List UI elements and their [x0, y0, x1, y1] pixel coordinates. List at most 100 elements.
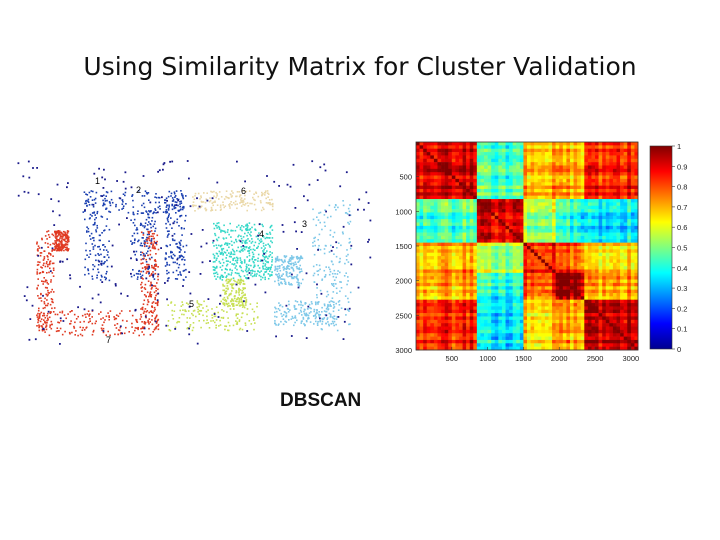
heatmap-cell [419, 252, 424, 257]
cluster-point [203, 192, 205, 194]
heatmap-cell [512, 205, 517, 210]
heatmap-cell [494, 165, 499, 170]
cluster-point [281, 259, 283, 262]
cluster-point [228, 204, 230, 206]
heatmap-cell [426, 199, 431, 203]
cluster-point [158, 196, 160, 199]
cluster-point [328, 324, 330, 327]
heatmap-cell [555, 246, 560, 250]
cluster-point [239, 278, 242, 281]
cluster-point [267, 192, 269, 194]
heatmap-cell [516, 205, 521, 210]
cluster-point [338, 300, 341, 302]
heatmap-cell [584, 225, 589, 230]
cluster-point [314, 244, 316, 247]
cluster-point [294, 321, 296, 324]
heatmap-cell [555, 148, 560, 153]
cluster-point [178, 209, 181, 212]
heatmap-cell [587, 145, 592, 149]
heatmap-cell [566, 172, 571, 176]
cluster-point [54, 236, 57, 238]
heatmap-cell [509, 188, 513, 193]
cluster-point [288, 281, 290, 284]
heatmap-cell [602, 242, 607, 247]
cluster-point [271, 237, 274, 239]
heatmap-cell [501, 199, 506, 203]
cluster-point [337, 309, 340, 311]
cluster-point [214, 232, 216, 235]
cluster-point [59, 249, 61, 251]
cluster-point [233, 251, 236, 253]
heatmap-cell [612, 232, 617, 237]
cluster-point [237, 246, 239, 249]
heatmap-cell [426, 215, 431, 220]
heatmap-cell [451, 182, 456, 186]
cluster-point [166, 269, 168, 272]
cluster-point [280, 281, 282, 284]
heatmap-cell [455, 235, 460, 240]
cluster-point [243, 248, 246, 251]
heatmap-cell [433, 148, 438, 153]
heatmap-cell [562, 249, 567, 253]
cluster-point [257, 195, 260, 198]
cluster-point [151, 233, 154, 235]
heatmap-cell [623, 222, 628, 227]
heatmap-cell [494, 212, 499, 217]
heatmap-cell [612, 172, 617, 176]
heatmap-cell [444, 148, 449, 153]
cluster-point [240, 197, 243, 199]
cluster-point [227, 229, 229, 231]
cluster-point [219, 206, 222, 208]
heatmap-cell [523, 256, 528, 260]
cluster-point [132, 199, 134, 202]
heatmap-cell [616, 202, 621, 207]
cluster-point [333, 231, 336, 234]
noise-point [209, 260, 211, 262]
heatmap-cell [451, 256, 456, 260]
cluster-point [349, 241, 351, 243]
heatmap-cell [559, 175, 564, 180]
heatmap-cell [569, 148, 574, 153]
cluster-point [170, 250, 172, 253]
cluster-point [213, 190, 215, 193]
heatmap-cell [494, 158, 499, 163]
heatmap-cell [423, 232, 428, 237]
cluster-point [284, 267, 286, 270]
cluster-point [169, 329, 172, 332]
heatmap-cell [595, 205, 599, 210]
heatmap-cell [569, 219, 574, 223]
cluster-point [242, 201, 245, 203]
heatmap-cell [423, 199, 428, 203]
heatmap-cell [598, 249, 603, 253]
cluster-point [315, 312, 318, 314]
heatmap-cell [505, 162, 510, 166]
heatmap-cell [484, 142, 488, 146]
heatmap-cell [430, 215, 435, 220]
heatmap-cell [620, 205, 624, 210]
noise-point [49, 270, 52, 273]
cluster-point [55, 237, 57, 240]
heatmap-cell [426, 242, 431, 247]
cluster-point [251, 240, 254, 243]
heatmap-cell [634, 209, 639, 213]
heatmap-cell [487, 178, 492, 183]
cluster-point [219, 245, 222, 247]
heatmap-cell [634, 235, 639, 240]
heatmap-cell [523, 235, 528, 240]
cluster-point [292, 264, 295, 267]
cluster-point [140, 222, 142, 225]
heatmap-cell [562, 222, 567, 227]
cluster-point [260, 259, 262, 261]
heatmap-cell [595, 158, 599, 163]
cluster-point [44, 317, 47, 319]
cluster-point [144, 225, 146, 227]
cluster-point [178, 256, 181, 259]
heatmap-cell [469, 232, 474, 237]
heatmap-cell [458, 219, 463, 223]
cluster-point [148, 231, 150, 233]
cluster-point [271, 256, 273, 259]
cluster-point [241, 295, 244, 298]
heatmap-cell [555, 145, 560, 149]
heatmap-cell [469, 182, 474, 186]
cluster-point [142, 212, 145, 214]
